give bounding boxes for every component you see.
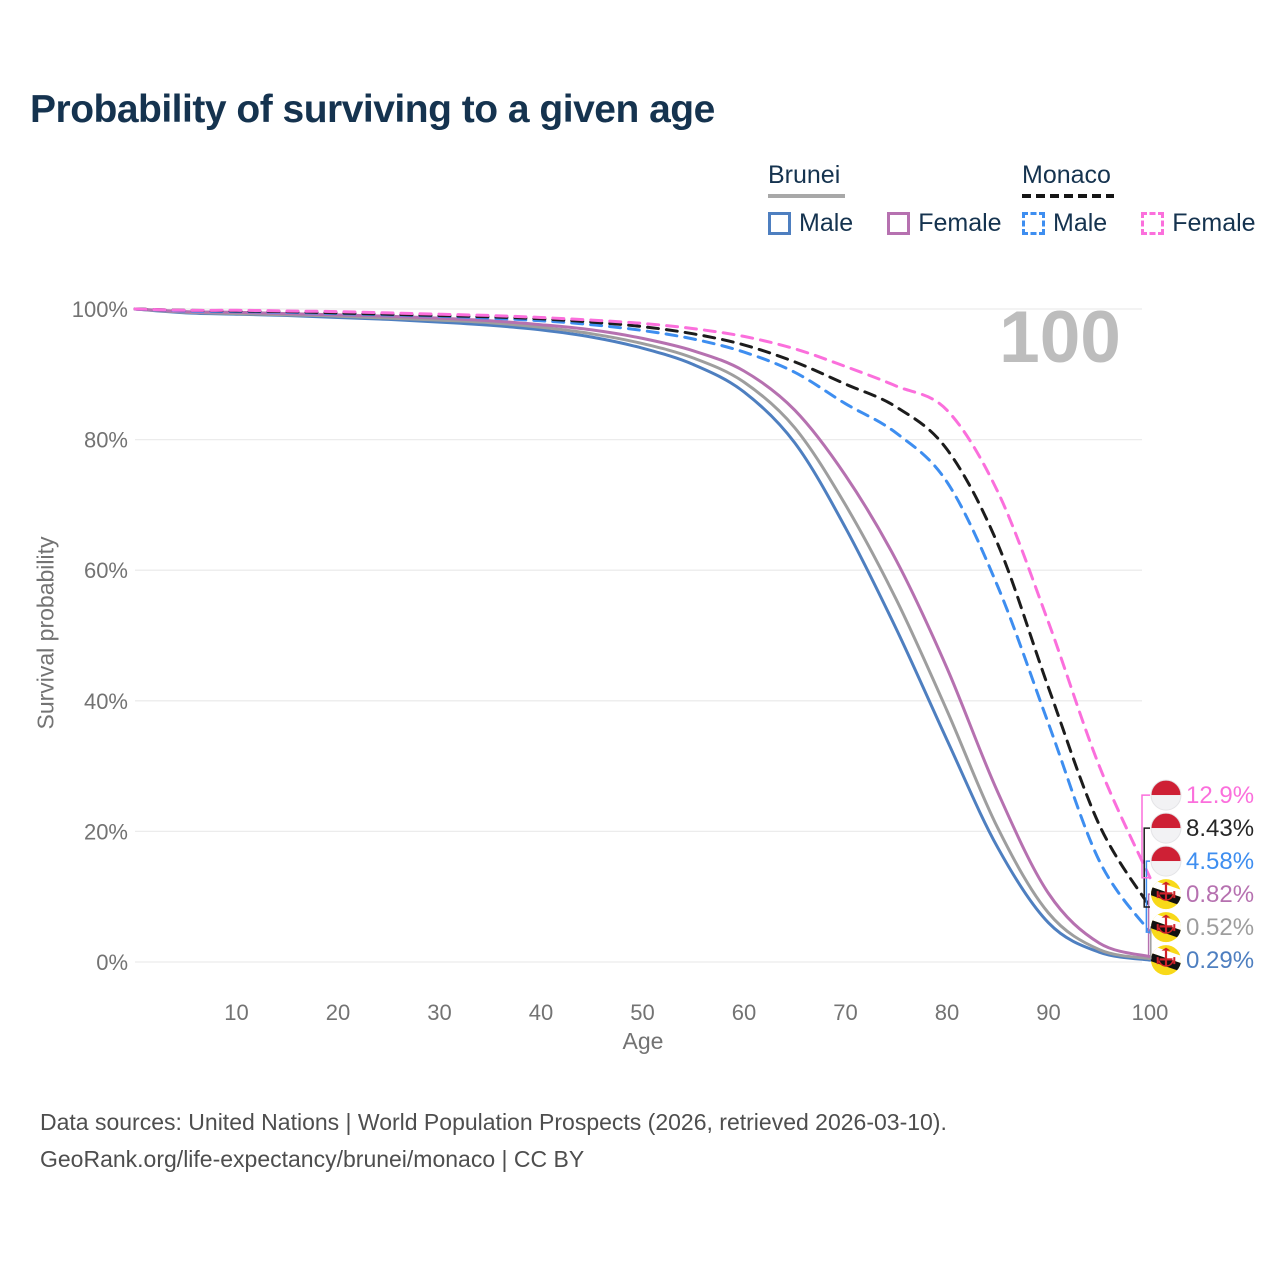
end-labels: 0.29% 0.52% 0.82% 4.58% 8.43% 12.9% [1141, 779, 1254, 976]
gridlines [135, 308, 1142, 963]
x-tick-30: 30 [427, 1000, 451, 1025]
legend-group-brunei: Brunei Male Female [768, 161, 1002, 238]
curve-monaco-all[interactable] [133, 307, 1152, 909]
x-tick-70: 70 [833, 1000, 857, 1025]
y-tick-40%: 40% [84, 689, 128, 714]
brunei-flag-icon [1151, 912, 1181, 943]
curve-monaco-male[interactable] [133, 307, 1152, 934]
legend-swatch-brunei-male[interactable] [768, 212, 791, 235]
end-label-monaco-all[interactable]: 8.43% [1186, 815, 1254, 842]
footer: Data sources: United Nations | World Pop… [40, 1104, 947, 1178]
curve-brunei-all[interactable] [133, 307, 1152, 961]
legend-country-brunei: Brunei [768, 161, 841, 189]
footer-data-sources: Data sources: United Nations | World Pop… [40, 1109, 947, 1135]
legend-group-monaco: Monaco Male Female [1022, 161, 1256, 238]
end-label-monaco-female[interactable]: 12.9% [1186, 782, 1254, 809]
x-tick-100: 100 [1132, 1000, 1169, 1025]
x-tick-60: 60 [732, 1000, 756, 1025]
legend-label-brunei-female[interactable]: Female [918, 209, 1002, 237]
monaco-flag-icon [1150, 845, 1182, 877]
legend-label-monaco-female[interactable]: Female [1172, 209, 1256, 237]
leader-line-monaco-all [1143, 827, 1150, 908]
y-tick-20%: 20% [84, 819, 128, 844]
legend-label-monaco-male[interactable]: Male [1053, 209, 1108, 237]
x-tick-10: 10 [224, 1000, 248, 1025]
curve-monaco-female[interactable] [133, 307, 1152, 880]
x-tick-50: 50 [630, 1000, 654, 1025]
curve-brunei-female[interactable] [133, 307, 1152, 959]
legend-swatch-monaco-female[interactable] [1141, 212, 1165, 235]
leader-line-monaco-female [1141, 794, 1150, 879]
y-tick-60%: 60% [84, 558, 128, 583]
brunei-flag-icon [1151, 945, 1181, 976]
y-tick-100%: 100% [72, 297, 128, 322]
end-label-brunei-male[interactable]: 0.29% [1186, 947, 1254, 974]
legend-country-monaco: Monaco [1022, 161, 1111, 189]
end-label-brunei-female[interactable]: 0.82% [1186, 881, 1254, 908]
end-label-monaco-male[interactable]: 4.58% [1186, 848, 1254, 875]
curve-brunei-male[interactable] [133, 307, 1152, 962]
x-tick-90: 90 [1036, 1000, 1060, 1025]
legend-underline-monaco [1022, 194, 1114, 198]
legend-underline-brunei [768, 194, 845, 198]
age-watermark: 100 [999, 297, 1121, 378]
survival-curves [133, 307, 1152, 962]
axis-ticks: 0% 20% 40% 60% 80% 100% 10 20 30 40 50 60 70 80 90 100 [72, 297, 1169, 1025]
y-tick-0%: 0% [96, 950, 128, 975]
footer-url: GeoRank.org/life-expectancy/brunei/monac… [40, 1146, 585, 1172]
brunei-flag-icon [1151, 879, 1181, 910]
monaco-flag-icon [1150, 779, 1182, 811]
monaco-flag-icon [1150, 812, 1182, 844]
x-tick-20: 20 [326, 1000, 350, 1025]
legend-swatch-brunei-female[interactable] [887, 212, 911, 235]
x-tick-80: 80 [935, 1000, 959, 1025]
x-tick-40: 40 [529, 1000, 553, 1025]
legend-label-brunei-male[interactable]: Male [799, 209, 854, 237]
y-tick-80%: 80% [84, 428, 128, 453]
y-axis-title: Survival probability [32, 536, 59, 730]
page-title: Probability of surviving to a given age [30, 88, 715, 131]
x-axis-title: Age [623, 1028, 664, 1054]
legend-swatch-monaco-male[interactable] [1022, 212, 1045, 235]
end-label-brunei-all[interactable]: 0.52% [1186, 914, 1254, 941]
